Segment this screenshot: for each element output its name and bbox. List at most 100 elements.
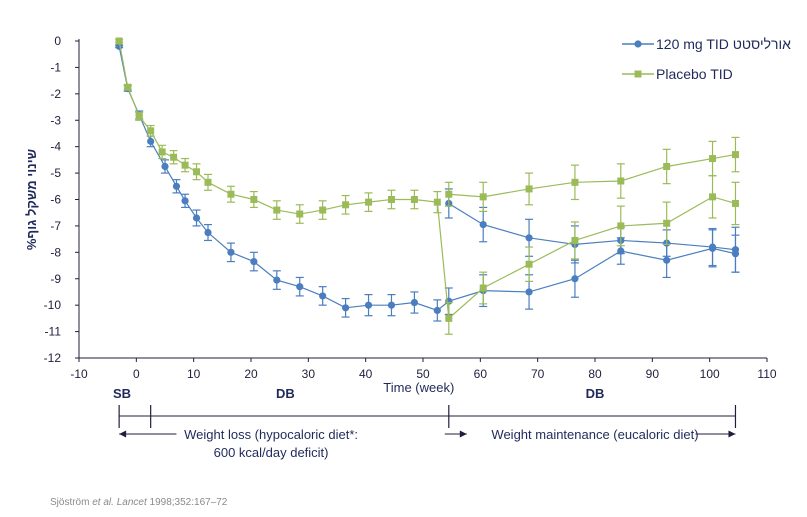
maintenance-arrow-right-head bbox=[459, 430, 467, 438]
y-tick-label: -1 bbox=[50, 60, 61, 74]
placebo-point bbox=[617, 222, 625, 230]
placebo-point bbox=[410, 196, 418, 203]
placebo-continued-point bbox=[663, 162, 671, 170]
placebo-continued-point bbox=[617, 177, 625, 185]
placebo-point bbox=[479, 284, 487, 292]
weight-loss-note-line2: 600 kcal/day deficit) bbox=[214, 445, 329, 460]
placebo-point bbox=[571, 236, 579, 244]
placebo-continued-point bbox=[445, 190, 453, 198]
placebo-continued-point bbox=[525, 185, 533, 193]
citation-journal: Lancet bbox=[116, 497, 147, 508]
legend-placebo-text: Placebo TID bbox=[656, 66, 733, 82]
orlistat-point bbox=[410, 298, 418, 307]
x-tick-label: 20 bbox=[244, 367, 258, 381]
orlistat-point bbox=[296, 283, 304, 291]
legend-orlistat-text: 120 mg TID אורליסטט bbox=[656, 36, 791, 52]
x-tick-label: 90 bbox=[646, 367, 660, 381]
placebo-point bbox=[319, 206, 327, 214]
y-tick-label: -3 bbox=[50, 113, 61, 127]
orlistat-point bbox=[250, 257, 258, 266]
placebo-point bbox=[731, 199, 739, 207]
x-tick-label: 80 bbox=[588, 367, 602, 381]
maintenance-arrow-end-head bbox=[728, 430, 736, 438]
placebo-point bbox=[135, 112, 143, 120]
x-tick-label: 110 bbox=[757, 367, 776, 381]
x-axis-label: Time (week) bbox=[383, 380, 454, 395]
orlistat-point bbox=[204, 228, 212, 237]
y-tick-label: -11 bbox=[45, 325, 62, 339]
orlistat-point bbox=[181, 197, 189, 205]
y-tick-label: -7 bbox=[50, 219, 61, 233]
x-tick-label: 0 bbox=[133, 367, 140, 381]
phase-label-2: DB bbox=[586, 386, 605, 401]
x-tick-label: 40 bbox=[359, 367, 373, 381]
y-tick-label: 0 bbox=[54, 34, 61, 48]
orlistat-continued-point bbox=[479, 220, 487, 229]
orlistat-point bbox=[571, 275, 579, 283]
orlistat-line bbox=[118, 46, 736, 312]
weight-maintenance-note: Weight maintenance (eucaloric diet) bbox=[491, 427, 698, 442]
placebo-point bbox=[365, 198, 373, 206]
orlistat-point bbox=[192, 214, 201, 222]
placebo-continued-point bbox=[479, 193, 487, 201]
x-tick-label: 70 bbox=[531, 367, 545, 381]
orlistat-continued-point bbox=[731, 246, 740, 254]
placebo-point bbox=[227, 190, 235, 198]
orlistat-point bbox=[364, 301, 373, 309]
orlistat-continued-point bbox=[525, 234, 533, 242]
loss-arrow-left-head bbox=[119, 430, 127, 438]
placebo-point bbox=[273, 206, 281, 214]
placebo-point bbox=[525, 260, 533, 268]
x-tick-label: 60 bbox=[474, 367, 488, 381]
y-tick-label: -2 bbox=[50, 87, 61, 101]
orlistat-point bbox=[273, 276, 281, 284]
placebo-line bbox=[118, 40, 736, 320]
phase-label-1: DB bbox=[276, 386, 295, 401]
x-tick-label: 50 bbox=[416, 367, 430, 381]
orlistat-point bbox=[319, 292, 327, 300]
citation-etal: et al. bbox=[92, 497, 114, 508]
orlistat-continued-point bbox=[708, 243, 717, 251]
orlistat-point bbox=[147, 137, 155, 145]
placebo-point bbox=[193, 168, 201, 176]
x-tick-label: 30 bbox=[302, 367, 316, 381]
orlistat-point bbox=[227, 248, 235, 256]
placebo-point bbox=[158, 148, 166, 156]
orlistat-point bbox=[342, 304, 350, 312]
placebo-point bbox=[387, 196, 395, 203]
orlistat-continued-line bbox=[448, 202, 736, 251]
x-tick-label: 10 bbox=[187, 367, 201, 381]
x-tick-label: -10 bbox=[70, 367, 88, 381]
placebo-point bbox=[445, 314, 453, 322]
citation-authors: Sjöström bbox=[50, 497, 90, 508]
orlistat-point bbox=[525, 288, 533, 296]
y-tick-label: -6 bbox=[50, 193, 61, 207]
orlistat-point bbox=[387, 301, 396, 309]
placebo-continued-point bbox=[571, 178, 579, 186]
y-tick-label: -10 bbox=[44, 298, 62, 312]
legend-orlistat-marker bbox=[634, 40, 642, 48]
citation-ref: 1998;352:167–72 bbox=[149, 497, 228, 508]
placebo-point bbox=[663, 219, 671, 227]
orlistat-point bbox=[161, 162, 169, 171]
weight-loss-note-line1: Weight loss (hypocaloric diet*: bbox=[184, 427, 358, 442]
placebo-point bbox=[433, 198, 441, 206]
placebo-continued-point bbox=[731, 151, 739, 159]
placebo-point bbox=[124, 83, 132, 91]
y-tick-label: -4 bbox=[50, 140, 61, 154]
placebo-point bbox=[115, 37, 123, 45]
placebo-point bbox=[204, 178, 212, 186]
placebo-point bbox=[250, 196, 258, 203]
placebo-point bbox=[147, 127, 155, 135]
orlistat-point bbox=[433, 306, 441, 315]
placebo-continued-line bbox=[448, 154, 736, 198]
phase-label-0: SB bbox=[113, 386, 131, 401]
y-tick-label: -9 bbox=[50, 272, 61, 286]
legend-placebo-marker bbox=[634, 70, 642, 78]
orlistat-point bbox=[663, 256, 671, 264]
placebo-point bbox=[296, 210, 304, 218]
y-tick-label: -8 bbox=[50, 245, 61, 259]
placebo-continued-point bbox=[709, 155, 717, 163]
placebo-point bbox=[181, 161, 189, 169]
